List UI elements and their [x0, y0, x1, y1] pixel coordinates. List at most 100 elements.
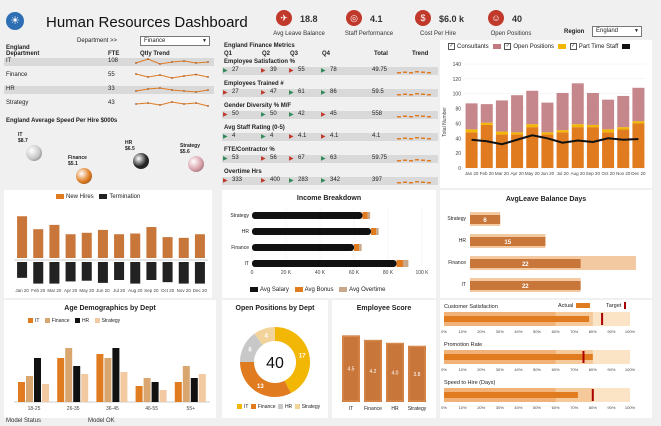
open-positions-checkbox[interactable]: ✓ [504, 43, 512, 50]
avg-salary-legend-label: Avg Salary [260, 287, 289, 294]
open-positions-panel: Open Positions by Dept 17 13 6 4 40 IT Finan… [222, 300, 328, 418]
leave-value-label: 22 [522, 262, 529, 268]
dept-name: Strategy [6, 100, 29, 106]
kpi-label: Avg Leave Balance [273, 31, 325, 37]
target-legend-label: Target [606, 303, 622, 309]
fm-trend-bars [397, 71, 431, 74]
fm-col-header: Q4 [322, 51, 331, 57]
trend-point [171, 89, 173, 91]
dept-fte: 55 [108, 72, 115, 78]
sphere-name: HR [125, 140, 133, 146]
bullet-target-marker [582, 351, 585, 363]
main-consultants-bar [480, 104, 493, 123]
flag-icon: ▶ [289, 112, 294, 118]
age-bar-finance [182, 366, 190, 402]
score-value-label: 4.5 [348, 367, 355, 373]
score-bar [386, 342, 404, 402]
score-bar-border [342, 336, 360, 402]
leave-category-label: Strategy [447, 216, 466, 222]
main-consultants-bar [617, 95, 630, 128]
fm-value: 47 [270, 89, 277, 95]
bullet-x-tick: 100% [625, 367, 636, 372]
bullet-actual-bar [444, 354, 593, 360]
fm-trend-bars [397, 137, 431, 140]
termination-bar [178, 262, 189, 284]
main-base-bar [571, 127, 584, 168]
fm-trend-bar [415, 93, 419, 95]
bullet-x-tick: 10% [459, 367, 467, 372]
avg-overtime-bar [403, 260, 409, 267]
avg-bonus-bar [362, 212, 368, 219]
main-base-bar [602, 132, 615, 168]
flag-icon: ▶ [261, 90, 266, 96]
employee-score-chart: 4.5 IT 4.2 Finance 4.0 HR 3.8 Strategy [342, 335, 427, 412]
fm-trend-bar [421, 159, 425, 161]
department-select[interactable]: Finance ▼ [140, 36, 210, 46]
fm-trend-bar [415, 159, 419, 161]
flag-icon: ▶ [261, 134, 266, 140]
score-value-label: 3.8 [414, 372, 421, 378]
fm-value: 4 [232, 133, 236, 139]
termination-bar [65, 262, 76, 282]
target-icon: ◎ [346, 10, 362, 26]
main-open-positions-bar [617, 127, 630, 130]
fm-value: 50 [270, 111, 277, 117]
fm-metric-row: ▶ 27 ▶ 47 ▶ 61 ▶ 86 59.5 [222, 89, 438, 97]
fm-trend-bar [421, 71, 425, 73]
main-consultants-bar [586, 92, 599, 125]
avg-bonus-swatch [294, 287, 303, 292]
part-time-swatch [622, 44, 631, 49]
region-label: Region [564, 29, 585, 35]
trend-point [171, 77, 173, 79]
fm-total: 4.1 [372, 133, 381, 139]
open-positions-legend: IT Finance HR Strategy [236, 404, 320, 410]
kpi-value: 4.1 [370, 14, 383, 24]
bullet-charts: Actual Target Customer Satisfaction 0% 10% 20… [441, 302, 636, 410]
trend-point [135, 73, 137, 75]
region-select[interactable]: England ▼ [592, 26, 642, 37]
main-y-tick: 60 [455, 121, 461, 127]
hires-x-tick: Mar 20 [47, 288, 62, 293]
fm-value: 55 [298, 67, 305, 73]
finance-metrics-title: England Finance Metrics [224, 43, 295, 49]
main-base-bar [511, 134, 524, 168]
op-strategy-swatch [294, 404, 300, 410]
department-value: Finance [144, 38, 166, 44]
dept-trend-sparkline [135, 87, 209, 93]
actual-legend-swatch [576, 303, 590, 308]
fm-trend-bar [403, 137, 407, 139]
fm-value: 53 [232, 155, 239, 161]
staffing-legend: ✓ Consultants ✓ Open Positions ✓ Part Time … [448, 43, 632, 50]
age-x-tick: 55+ [187, 406, 196, 412]
op-hr-swatch [277, 404, 283, 410]
trend-point [207, 61, 209, 63]
bullet-x-tick: 90% [607, 329, 615, 334]
part-time-checkbox[interactable]: ✓ [569, 43, 577, 50]
new-hires-bar [146, 227, 157, 258]
main-x-tick: Mar 20 [495, 171, 510, 176]
fm-trend-bar [415, 181, 419, 183]
termination-bar [194, 262, 205, 284]
trend-point [135, 62, 137, 64]
open-positions-legend-label: Open Positions [513, 44, 555, 51]
new-hires-bar [97, 229, 108, 258]
fm-trend-bar [421, 137, 425, 139]
age-chart-panel: Age Demographics by Dept IT Finance HR S… [4, 300, 216, 418]
op-it-label: IT [244, 404, 249, 410]
termination-bar [162, 262, 173, 283]
fm-value: 63 [330, 155, 337, 161]
dept-trend-sparkline [135, 73, 209, 79]
flag-icon: ▶ [289, 178, 294, 184]
consultants-checkbox[interactable]: ✓ [448, 43, 455, 50]
score-x-tick: Finance [364, 406, 382, 412]
fm-trend-bar [403, 71, 407, 73]
kpi-value: $6.0 k [439, 14, 465, 24]
main-x-tick: Jun 20 [541, 171, 555, 176]
fm-trend-bar [409, 94, 413, 96]
trend-point [207, 89, 209, 91]
logo-icon: ☀ [6, 12, 24, 30]
model-status-value: Model OK [88, 418, 115, 424]
termination-bar [81, 262, 92, 281]
hr-legend-label: HR [81, 318, 90, 324]
fm-trend-bar [403, 93, 407, 95]
